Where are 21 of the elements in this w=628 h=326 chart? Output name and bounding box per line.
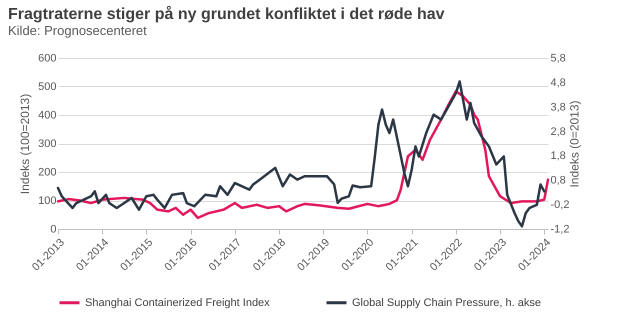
y2-tick-label: 0,8 [550, 174, 566, 187]
y-axis-title: Indeks (100=2013) [18, 94, 32, 194]
y2-tick-label: -0,2 [550, 199, 570, 212]
y-tick-label: 100 [38, 195, 56, 207]
y2-tick-label: 1,8 [550, 150, 566, 162]
y-tick-label: 500 [38, 81, 56, 93]
chart-title: Fragtraterne stiger på ny grundet konfliktet i det røde hav [8, 5, 445, 23]
legend-label: Shanghai Containerized Freight Index [85, 296, 270, 309]
y-tick-label: 200 [38, 166, 56, 178]
y-tick-label: 0 [50, 224, 56, 236]
y2-tick-label: 5,8 [550, 52, 566, 64]
y-tick-label: 600 [38, 52, 56, 64]
chart-subtitle: Kilde: Prognosecenteret [8, 23, 148, 38]
y-tick-label: 300 [38, 138, 56, 150]
y2-tick-label: -1,2 [550, 224, 570, 236]
legend-label: Global Supply Chain Pressure, h. akse [352, 296, 541, 309]
y-tick-label: 400 [38, 110, 56, 122]
y2-tick-label: 3,8 [550, 101, 566, 114]
y2-tick-label: 4,8 [550, 76, 566, 89]
y2-tick-label: 2,8 [550, 126, 566, 138]
y2-axis-title: Indeks (0=2013) [567, 100, 582, 188]
